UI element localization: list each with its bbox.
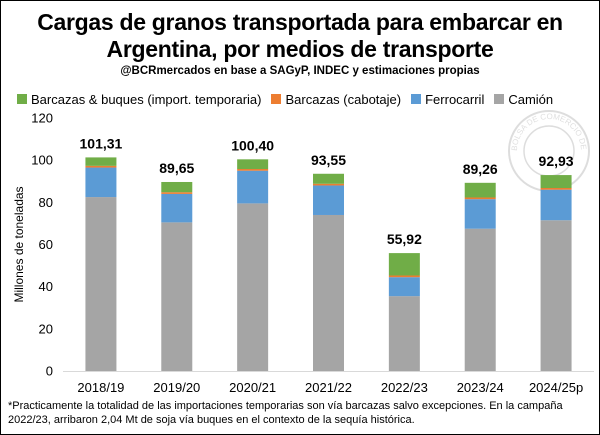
y-tick-label: 20 <box>39 321 53 336</box>
bar-segment-ferrocarril <box>161 193 193 223</box>
y-tick-label: 80 <box>39 195 53 210</box>
legend-swatch-ferrocarril <box>411 94 422 104</box>
bar-segment-ferrocarril <box>237 170 269 204</box>
chart-footnote: *Practicamente la totalidad de las impor… <box>8 400 563 426</box>
y-tick-label: 100 <box>31 153 53 168</box>
total-value-label: 101,31 <box>80 135 123 151</box>
total-value-label: 93,55 <box>311 152 346 168</box>
legend-swatch-camion <box>494 94 505 104</box>
legend-label-cabotaje: Barcazas (cabotaje) <box>285 91 402 107</box>
chart-subtitle: @BCRmercados en base a SAGyP, INDEC y es… <box>120 65 480 77</box>
x-tick-label: 2023/24 <box>457 380 504 395</box>
legend-swatch-import <box>17 94 27 104</box>
bar-segment-import <box>313 173 344 184</box>
x-tick-label: 2022/23 <box>381 380 428 395</box>
bar-segment-cabotaje <box>313 183 344 186</box>
bar-segment-cabotaje <box>540 187 572 190</box>
x-tick-label: 2021/22 <box>305 380 352 395</box>
y-tick-label: 60 <box>39 237 53 252</box>
bar-segment-camion <box>237 203 269 371</box>
bar-segment-camion <box>464 228 496 371</box>
bar-segment-ferrocarril <box>85 167 117 198</box>
x-axis: 2018/19 2019/20 2020/21 2021/22 2022/23 2023/… <box>63 371 594 395</box>
legend-label-ferrocarril: Ferrocarril <box>425 91 485 107</box>
bar-segment-camion <box>313 214 344 371</box>
chart-title-line2: Argentina, por medios de transporte <box>106 36 494 62</box>
legend-item-ferrocarril: Ferrocarril <box>411 92 484 107</box>
bar-segment-camion <box>85 197 117 371</box>
y-tick-label: 0 <box>46 364 53 379</box>
chart-legend: Barcazas & buques (import. temporaria) B… <box>17 90 563 108</box>
bar-segment-import <box>85 157 117 166</box>
total-value-label: 89,65 <box>159 160 194 176</box>
chart-title-line1: Cargas de granos transportada para embar… <box>37 9 563 35</box>
total-labels: 101,31 89,65 100,40 93,55 55,92 89,26 92,93 <box>80 135 574 247</box>
x-tick-label: 2018/19 <box>77 380 124 395</box>
y-tick-label: 120 <box>31 111 53 126</box>
legend-label-import: Barcazas & buques (import. temporaria) <box>31 91 262 107</box>
bar-segment-cabotaje <box>85 165 117 168</box>
bar-segment-import <box>237 159 269 170</box>
y-axis: 0 20 40 60 80 100 120 Millones de toneladas <box>12 111 53 379</box>
bar-segment-ferrocarril <box>313 185 344 215</box>
bars-group <box>85 157 572 371</box>
total-value-label: 100,40 <box>231 137 274 153</box>
bar-segment-import <box>161 181 193 193</box>
legend-item-cabotaje: Barcazas (cabotaje) <box>271 92 401 107</box>
bar-segment-camion <box>388 296 420 371</box>
watermark-text: BOLSA DE COMERCIO DE ROSARIO <box>1 1 588 151</box>
y-axis-label: Millones de toneladas <box>12 186 26 302</box>
x-tick-label: 2020/21 <box>229 380 276 395</box>
legend-item-import: Barcazas & buques (import. temporaria) <box>17 92 261 107</box>
bar-segment-ferrocarril <box>464 199 496 229</box>
legend-label-camion: Camión <box>508 91 554 107</box>
y-tick-label: 40 <box>39 279 53 294</box>
x-tick-label: 2024/25p <box>529 380 583 395</box>
total-value-label: 55,92 <box>387 231 422 247</box>
bar-segment-import <box>464 182 496 198</box>
total-value-label: 92,93 <box>539 153 574 169</box>
bar-segment-cabotaje <box>388 275 420 278</box>
bar-segment-cabotaje <box>237 169 269 171</box>
bar-segment-import <box>388 253 420 276</box>
bar-segment-ferrocarril <box>388 277 420 297</box>
bar-segment-cabotaje <box>464 197 496 200</box>
bar-segment-camion <box>540 220 572 371</box>
bar-segment-cabotaje <box>161 192 193 194</box>
total-value-label: 89,26 <box>463 161 498 177</box>
legend-item-camion: Camión <box>494 92 553 107</box>
bar-segment-ferrocarril <box>540 189 572 221</box>
bar-segment-import <box>540 175 572 188</box>
x-tick-label: 2019/20 <box>153 380 200 395</box>
legend-swatch-cabotaje <box>271 94 282 104</box>
bar-segment-camion <box>161 222 193 371</box>
